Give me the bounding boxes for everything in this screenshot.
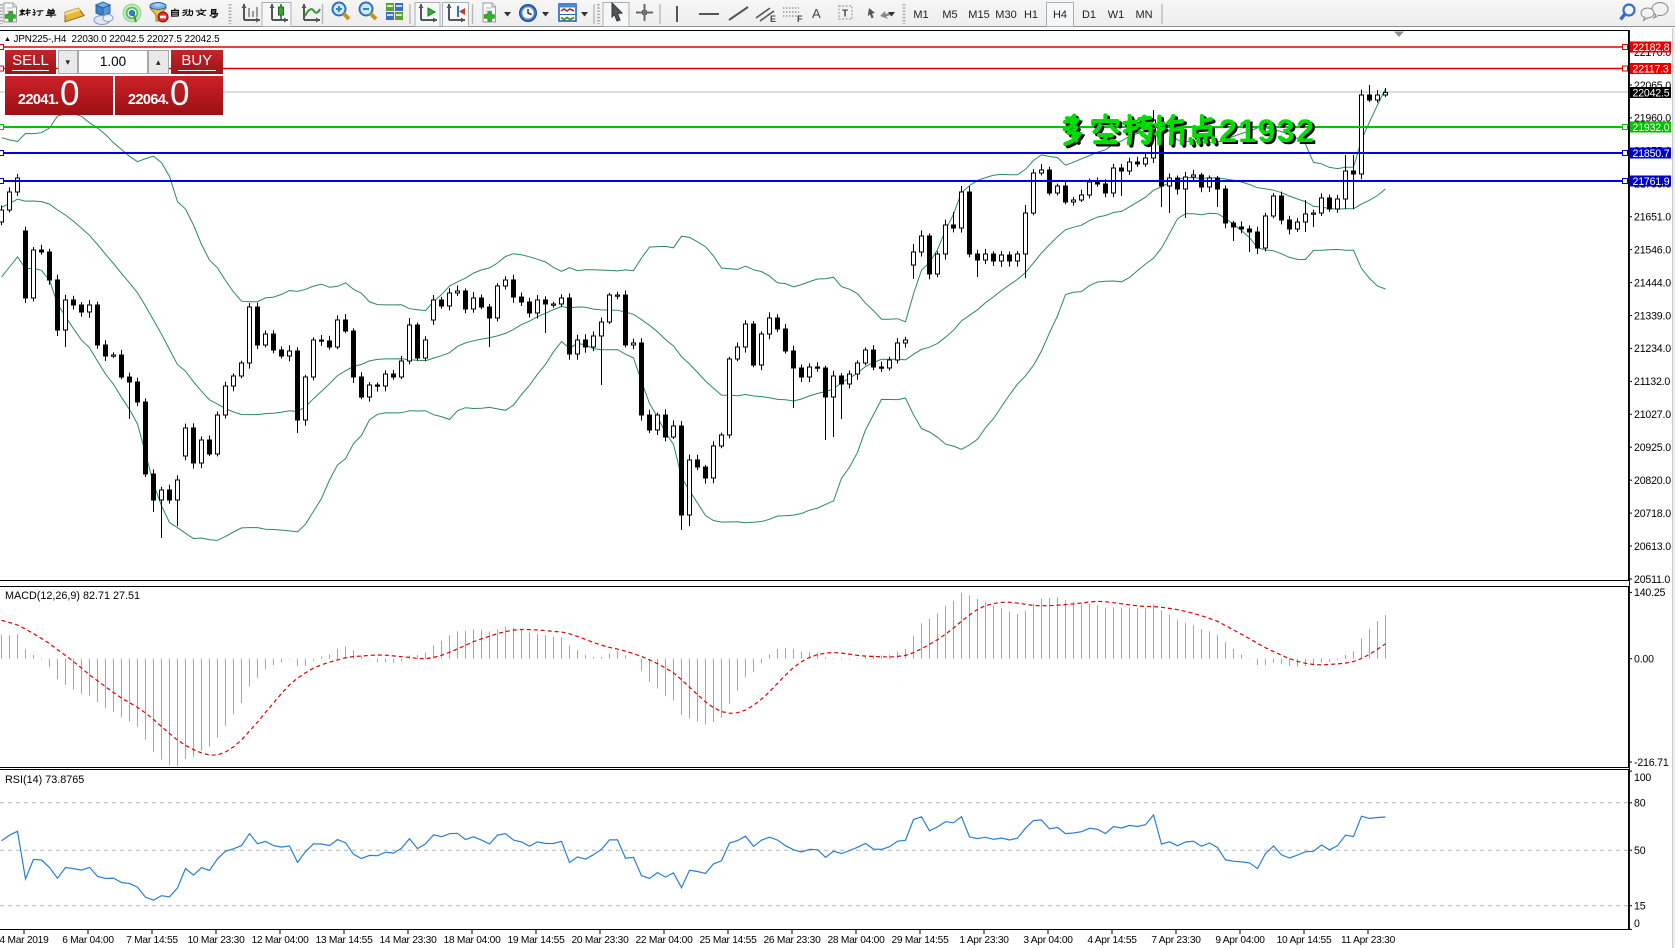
svg-text:21132.0: 21132.0 [1634, 376, 1670, 388]
svg-text:RSI(14) 73.8765: RSI(14) 73.8765 [5, 774, 84, 786]
svg-text:7 Mar 14:55: 7 Mar 14:55 [126, 935, 178, 946]
svg-text:M15: M15 [968, 9, 989, 21]
svg-text:22 Mar 04:00: 22 Mar 04:00 [635, 935, 693, 946]
svg-text:H4: H4 [1053, 9, 1067, 21]
svg-text:4 Apr 14:55: 4 Apr 14:55 [1087, 935, 1137, 946]
svg-text:4 Mar 2019: 4 Mar 2019 [0, 935, 49, 946]
svg-text:21850.7: 21850.7 [1633, 148, 1670, 160]
svg-text:E: E [770, 14, 776, 24]
svg-text:21234.0: 21234.0 [1634, 343, 1671, 355]
svg-text:10 Apr 14:55: 10 Apr 14:55 [1277, 935, 1332, 946]
svg-text:9 Apr 04:00: 9 Apr 04:00 [1215, 935, 1265, 946]
svg-text:20718.0: 20718.0 [1634, 508, 1671, 520]
svg-text:13 Mar 14:55: 13 Mar 14:55 [315, 935, 373, 946]
svg-text:14 Mar 23:30: 14 Mar 23:30 [379, 935, 437, 946]
svg-text:21339.0: 21339.0 [1634, 310, 1671, 322]
svg-text:20 Mar 23:30: 20 Mar 23:30 [571, 935, 629, 946]
svg-text:21027.0: 21027.0 [1634, 409, 1671, 421]
svg-text:MN: MN [1135, 9, 1152, 21]
svg-text:80: 80 [1634, 798, 1646, 810]
svg-text:20613.0: 20613.0 [1634, 541, 1671, 553]
svg-text:20511.0: 20511.0 [1634, 574, 1670, 586]
svg-text:21761.9: 21761.9 [1633, 176, 1670, 188]
svg-text:29 Mar 14:55: 29 Mar 14:55 [891, 935, 949, 946]
svg-text:22117.3: 22117.3 [1633, 63, 1669, 75]
svg-text:18 Mar 04:00: 18 Mar 04:00 [443, 935, 501, 946]
svg-text:-216.71: -216.71 [1634, 757, 1669, 769]
svg-text:7 Apr 23:30: 7 Apr 23:30 [1151, 935, 1201, 946]
svg-text:0.00: 0.00 [1634, 654, 1654, 666]
svg-text:28 Mar 04:00: 28 Mar 04:00 [827, 935, 885, 946]
svg-text:0: 0 [1634, 918, 1640, 930]
svg-text:A: A [812, 6, 821, 21]
svg-text:10 Mar 23:30: 10 Mar 23:30 [187, 935, 245, 946]
svg-text:T: T [842, 9, 848, 20]
svg-text:22182.8: 22182.8 [1633, 42, 1670, 54]
svg-text:1 Apr 23:30: 1 Apr 23:30 [959, 935, 1009, 946]
svg-text:21932: 21932 [1222, 115, 1318, 151]
svg-text:M30: M30 [995, 9, 1016, 21]
svg-text:26 Mar 23:30: 26 Mar 23:30 [763, 935, 821, 946]
svg-text:F: F [797, 14, 803, 24]
svg-text:W1: W1 [1108, 9, 1125, 21]
svg-text:M1: M1 [913, 9, 928, 21]
svg-text:21651.0: 21651.0 [1634, 212, 1671, 224]
svg-text:21444.0: 21444.0 [1634, 277, 1671, 289]
svg-text:3 Apr 04:00: 3 Apr 04:00 [1023, 935, 1073, 946]
svg-text:21546.0: 21546.0 [1634, 244, 1671, 256]
svg-text:6 Mar 04:00: 6 Mar 04:00 [62, 935, 114, 946]
svg-text:20820.0: 20820.0 [1634, 475, 1671, 487]
svg-text:22042.5: 22042.5 [1633, 87, 1670, 99]
svg-text:M5: M5 [942, 9, 957, 21]
svg-text:20925.0: 20925.0 [1634, 442, 1671, 454]
svg-text:50: 50 [1634, 845, 1646, 857]
svg-text:19 Mar 14:55: 19 Mar 14:55 [507, 935, 565, 946]
svg-text:15: 15 [1634, 901, 1646, 913]
svg-text:100: 100 [1634, 772, 1651, 784]
svg-text:12 Mar 04:00: 12 Mar 04:00 [251, 935, 309, 946]
svg-text:11 Apr 23:30: 11 Apr 23:30 [1341, 935, 1396, 946]
svg-text:21932: 21932 [1219, 113, 1315, 149]
svg-text:D1: D1 [1082, 9, 1096, 21]
svg-text:H1: H1 [1024, 9, 1038, 21]
svg-text:21932.0: 21932.0 [1633, 122, 1670, 134]
svg-text:MACD(12,26,9) 82.71 27.51: MACD(12,26,9) 82.71 27.51 [5, 590, 140, 602]
svg-text:140.25: 140.25 [1634, 587, 1666, 599]
svg-text:25 Mar 14:55: 25 Mar 14:55 [699, 935, 757, 946]
